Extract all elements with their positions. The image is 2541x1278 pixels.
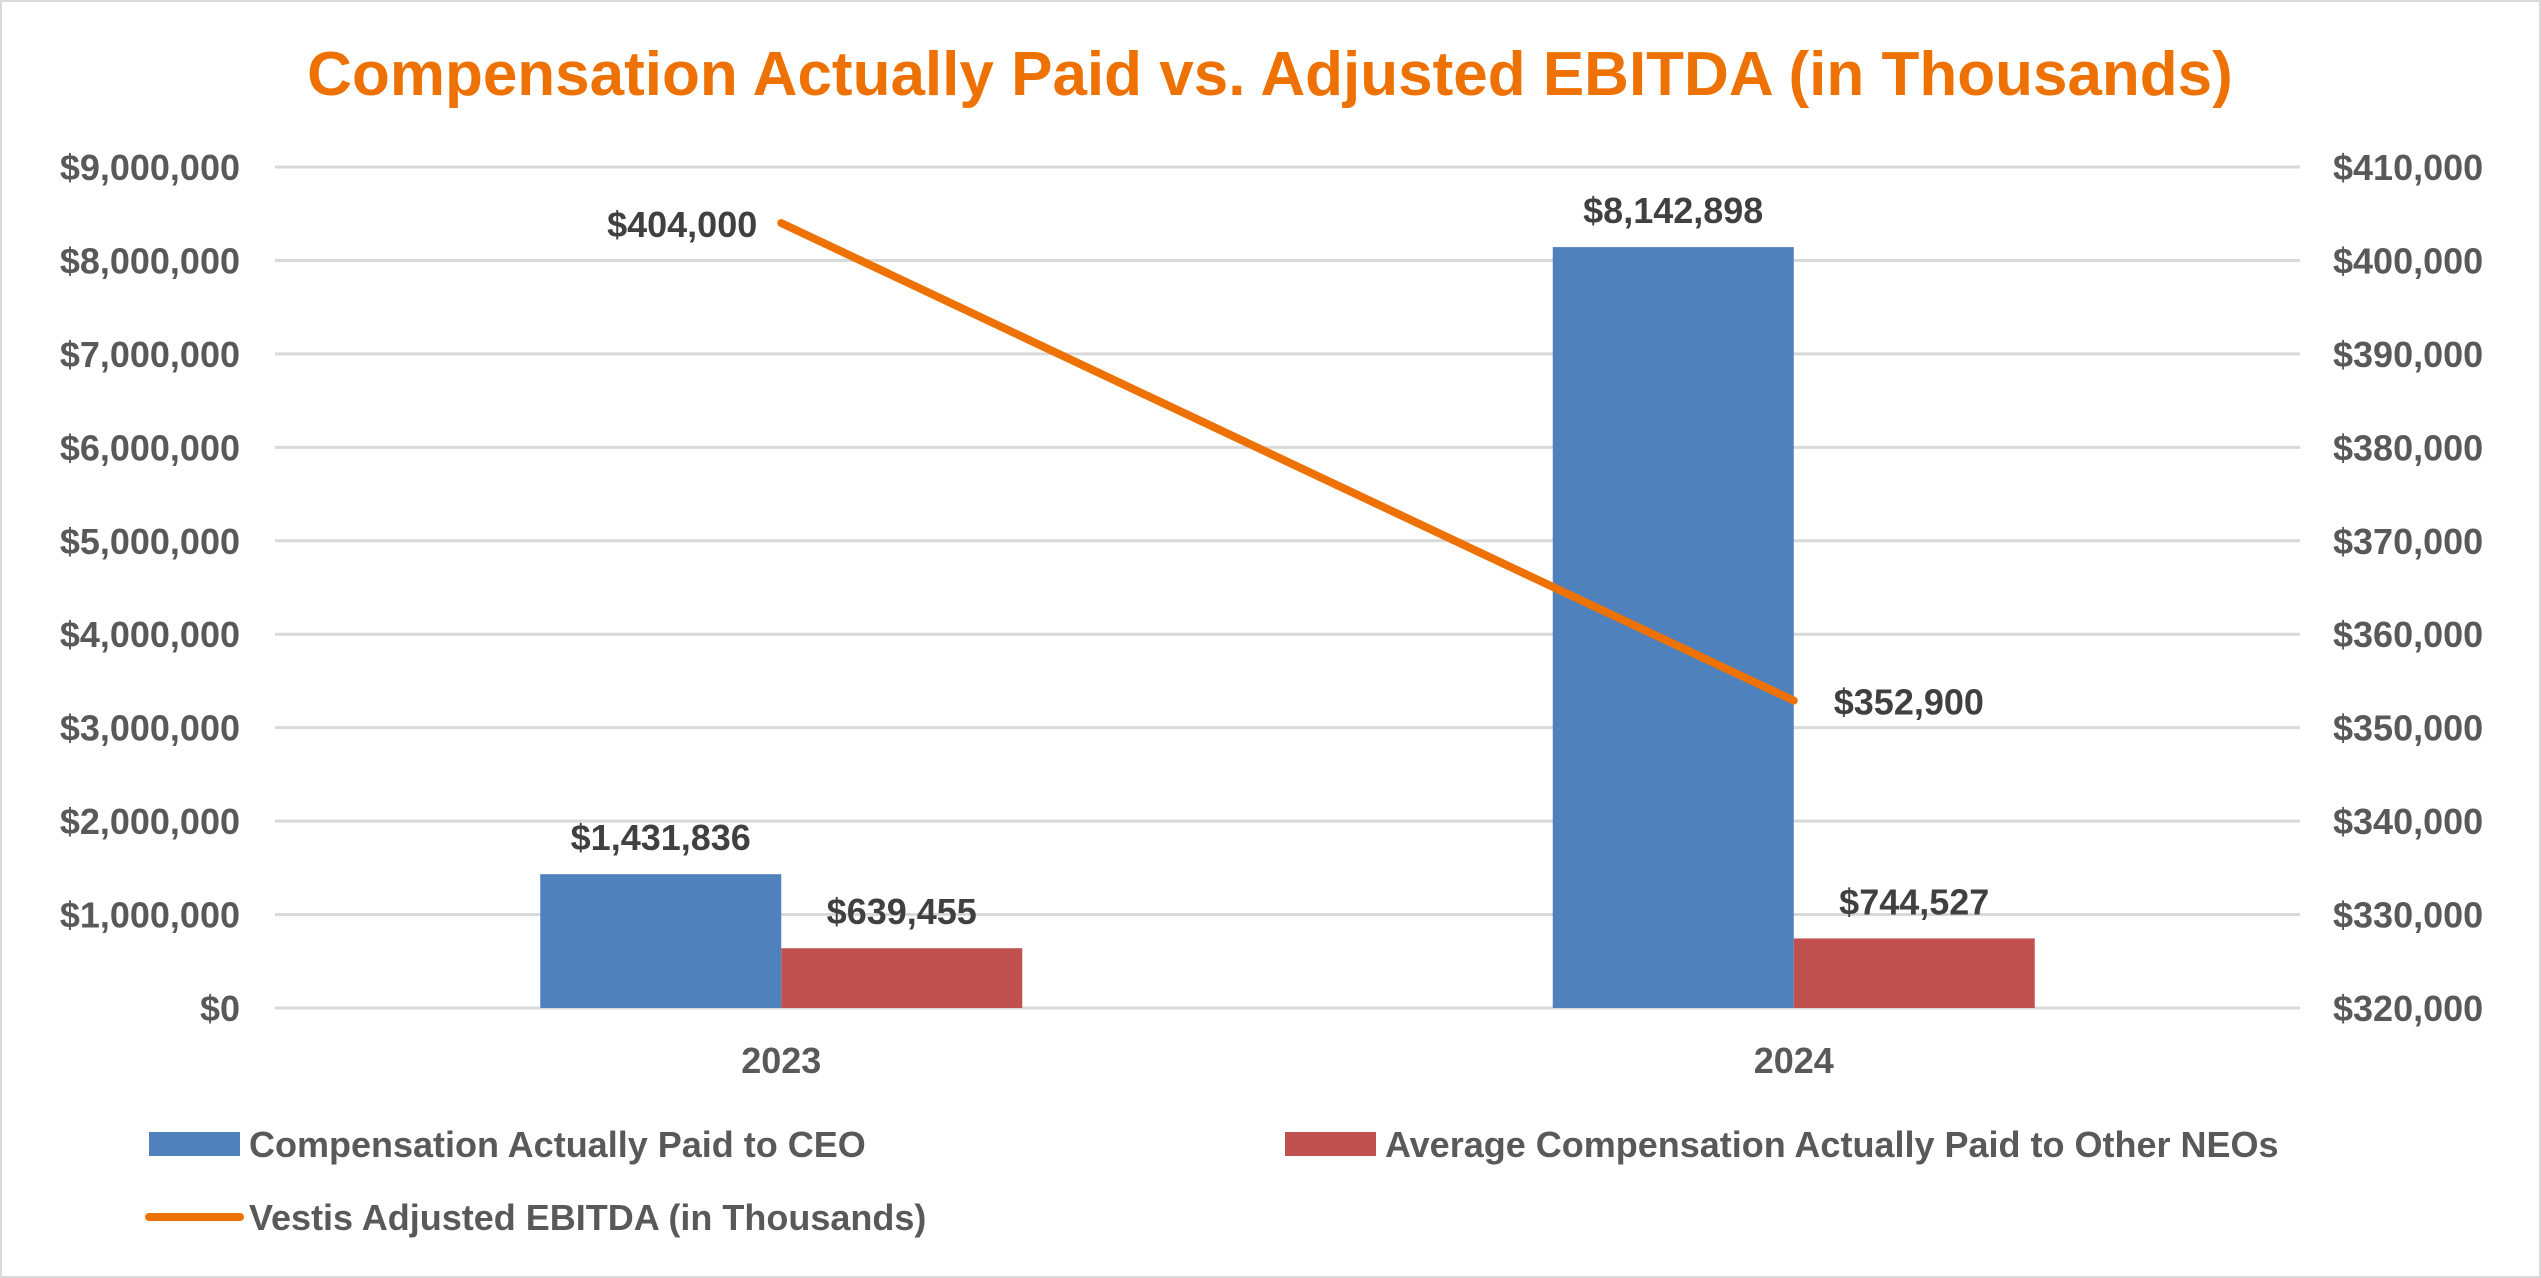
legend-label: Compensation Actually Paid to CEO	[249, 1124, 866, 1165]
right-tick-label: $330,000	[2333, 895, 2483, 936]
legend-swatch	[149, 1132, 240, 1156]
line-data-label: $404,000	[607, 204, 757, 245]
line-data-label: $352,900	[1834, 682, 1984, 723]
left-tick-label: $9,000,000	[60, 147, 240, 188]
left-tick-label: $0	[200, 988, 240, 1029]
legend: Compensation Actually Paid to CEO Average…	[145, 1124, 2279, 1238]
left-tick-label: $8,000,000	[60, 240, 240, 281]
bar-ceo-2023	[540, 874, 782, 1008]
right-tick-label: $340,000	[2333, 801, 2483, 842]
data-labels: $1,431,836 $8,142,898 $639,455 $744,527 $404…	[571, 190, 1990, 932]
bar-ceo-2024	[1552, 247, 1794, 1008]
left-tick-label: $2,000,000	[60, 801, 240, 842]
right-tick-label: $390,000	[2333, 334, 2483, 375]
left-tick-label: $6,000,000	[60, 427, 240, 468]
right-tick-label: $320,000	[2333, 988, 2483, 1029]
left-tick-label: $4,000,000	[60, 614, 240, 655]
legend-label: Vestis Adjusted EBITDA (in Thousands)	[249, 1197, 926, 1238]
line-series	[777, 219, 1798, 705]
bar-other-neos-2024	[1793, 938, 2035, 1008]
legend-label: Average Compensation Actually Paid to Ot…	[1385, 1124, 2279, 1165]
x-tick-label: 2023	[741, 1040, 821, 1081]
line-point	[1792, 699, 1795, 702]
left-tick-label: $5,000,000	[60, 521, 240, 562]
right-tick-label: $400,000	[2333, 240, 2483, 281]
right-tick-label: $370,000	[2333, 521, 2483, 562]
left-tick-label: $7,000,000	[60, 334, 240, 375]
bar-data-label: $8,142,898	[1583, 190, 1763, 231]
x-tick-label: 2024	[1754, 1040, 1834, 1081]
right-tick-label: $350,000	[2333, 708, 2483, 749]
bar-data-label: $639,455	[827, 891, 977, 932]
x-axis: 2023 2024	[741, 1040, 1834, 1081]
right-tick-label: $410,000	[2333, 147, 2483, 188]
bar-data-label: $744,527	[1839, 881, 1989, 922]
line-point	[780, 222, 783, 225]
left-tick-label: $1,000,000	[60, 895, 240, 936]
line-ebitda	[777, 219, 1798, 705]
chart-title: Compensation Actually Paid vs. Adjusted …	[307, 40, 2233, 109]
legend-swatch	[1285, 1132, 1376, 1156]
left-tick-label: $3,000,000	[60, 708, 240, 749]
bar-other-neos-2023	[781, 948, 1023, 1008]
left-axis-ticks: $0 $1,000,000 $2,000,000 $3,000,000 $4,000,0…	[60, 147, 240, 1029]
right-axis-ticks: $320,000 $330,000 $340,000 $350,000 $360,000…	[2333, 147, 2483, 1029]
bars	[540, 247, 2035, 1008]
right-tick-label: $360,000	[2333, 614, 2483, 655]
right-tick-label: $380,000	[2333, 427, 2483, 468]
bar-data-label: $1,431,836	[571, 817, 751, 858]
